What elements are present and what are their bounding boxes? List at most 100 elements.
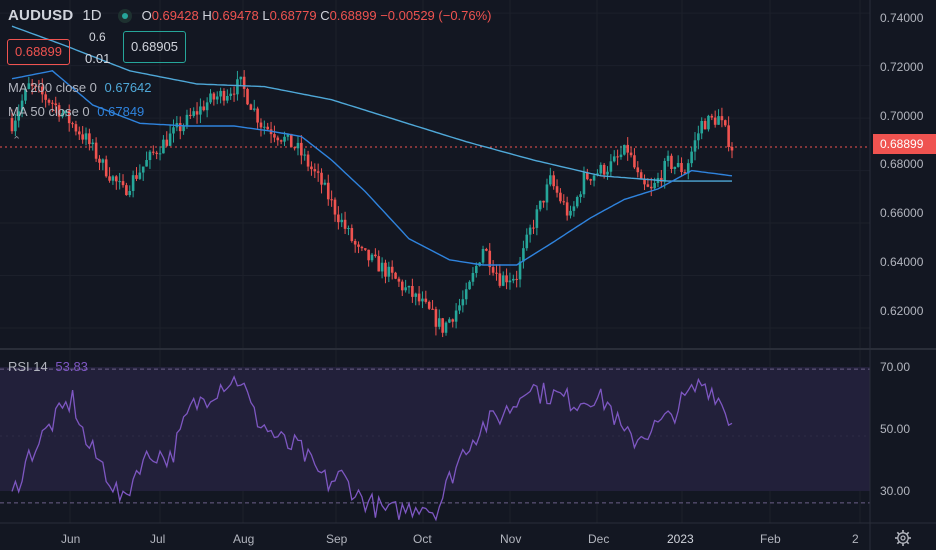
candle-body — [343, 219, 347, 229]
candle-body — [94, 142, 98, 159]
candle-body — [303, 154, 307, 156]
candle-body — [481, 248, 485, 263]
candle-body — [592, 175, 596, 181]
candle-body — [44, 94, 47, 100]
buy-button[interactable]: 0.68905 — [123, 31, 186, 63]
rsi-tick: 70.00 — [880, 360, 911, 374]
candle-body — [306, 154, 310, 167]
candle-body — [666, 155, 670, 161]
candle-body — [559, 192, 562, 202]
candle-body — [663, 160, 667, 182]
candle-body — [57, 105, 61, 117]
candle-body — [474, 265, 478, 274]
candle-body — [340, 219, 344, 223]
candle-body — [572, 206, 576, 211]
candle-body — [538, 200, 542, 210]
candle-body — [350, 228, 354, 241]
candle-body — [612, 156, 616, 162]
rsi-legend[interactable]: RSI 14 53.83 — [8, 359, 88, 374]
candle-body — [451, 319, 455, 322]
price-tick: 0.74000 — [880, 11, 924, 25]
candle-body — [545, 184, 549, 203]
candle-body — [454, 310, 458, 322]
time-tick: Jun — [61, 532, 81, 546]
candle-body — [505, 275, 508, 283]
candle-body — [693, 140, 697, 152]
candle-body — [397, 278, 401, 282]
candle-body — [649, 186, 653, 189]
candle-body — [727, 125, 730, 147]
candle-body — [20, 100, 24, 112]
candle-body — [242, 76, 246, 89]
candle-body — [98, 158, 101, 163]
candle-body — [77, 131, 81, 135]
candle-body — [525, 234, 529, 249]
timeframe-label[interactable]: 1D — [82, 7, 102, 24]
rsi-value: 53.83 — [55, 359, 88, 374]
candle-body — [353, 240, 357, 245]
rsi-tick: 50.00 — [880, 422, 911, 436]
candle-body — [468, 281, 471, 290]
rsi-levels — [0, 368, 870, 504]
candle-body — [646, 184, 650, 187]
candle-body — [414, 293, 418, 297]
ma50-legend[interactable]: MA 50 close 0 0.67849 — [8, 104, 144, 119]
candle-body — [148, 151, 152, 161]
candle-body — [377, 256, 381, 272]
candle-body — [135, 175, 138, 179]
candle-body — [579, 194, 582, 197]
candle-body — [623, 144, 626, 155]
ma50-label: MA 50 close 0 — [8, 104, 90, 119]
rsi-tick: 30.00 — [880, 484, 911, 498]
candle-body — [108, 176, 111, 181]
candle-body — [535, 209, 539, 228]
candle-body — [639, 172, 643, 180]
candle-body — [246, 88, 249, 105]
high-value: 0.69478 — [211, 8, 259, 23]
candle-body — [690, 151, 693, 164]
candle-body — [363, 248, 367, 250]
candle-body — [515, 278, 518, 280]
candle-body — [30, 83, 34, 86]
candle-body — [64, 110, 68, 114]
candle-body — [441, 318, 444, 333]
collapse-legend-icon[interactable]: ⌃ — [12, 135, 22, 147]
close-value: 0.68899 — [329, 8, 377, 23]
ma200-label: MA 200 close 0 — [8, 80, 97, 95]
ma200-legend[interactable]: MA 200 close 0 0.67642 — [8, 80, 152, 95]
candle-body — [555, 186, 559, 193]
candle-body — [202, 106, 206, 111]
candle-body — [118, 181, 121, 183]
candle-body — [730, 146, 734, 151]
candle-body — [488, 250, 492, 268]
candle-body — [720, 116, 724, 121]
candle-body — [498, 273, 502, 286]
symbol-name[interactable]: AUDUSD — [8, 7, 74, 24]
candle-body — [273, 134, 276, 138]
close-label: C — [320, 8, 330, 23]
candle-body — [626, 144, 630, 153]
ma50-line — [11, 70, 733, 266]
time-tick: Aug — [233, 532, 255, 546]
candle-body — [676, 162, 680, 167]
candle-body — [14, 120, 17, 132]
candle-body — [125, 185, 128, 196]
symbol-header: AUDUSD 1D O 0.69428 H 0.69478 L 0.68779 C 0.… — [8, 7, 492, 24]
candle-body — [565, 202, 569, 216]
gear-icon[interactable] — [894, 529, 912, 547]
candle-body — [370, 254, 374, 261]
candle-body — [495, 272, 498, 274]
quantity-input[interactable]: 0.01 — [85, 51, 111, 66]
candle-body — [67, 110, 71, 124]
candle-body — [713, 117, 717, 125]
candle-body — [313, 169, 317, 172]
candle-body — [444, 322, 448, 333]
candle-body — [633, 155, 636, 168]
candle-body — [599, 164, 603, 174]
candle-body — [266, 126, 270, 130]
sell-button[interactable]: 0.68899 — [7, 39, 70, 65]
candle-body — [458, 305, 461, 311]
candle-body — [239, 76, 243, 80]
candle-body — [619, 154, 623, 158]
